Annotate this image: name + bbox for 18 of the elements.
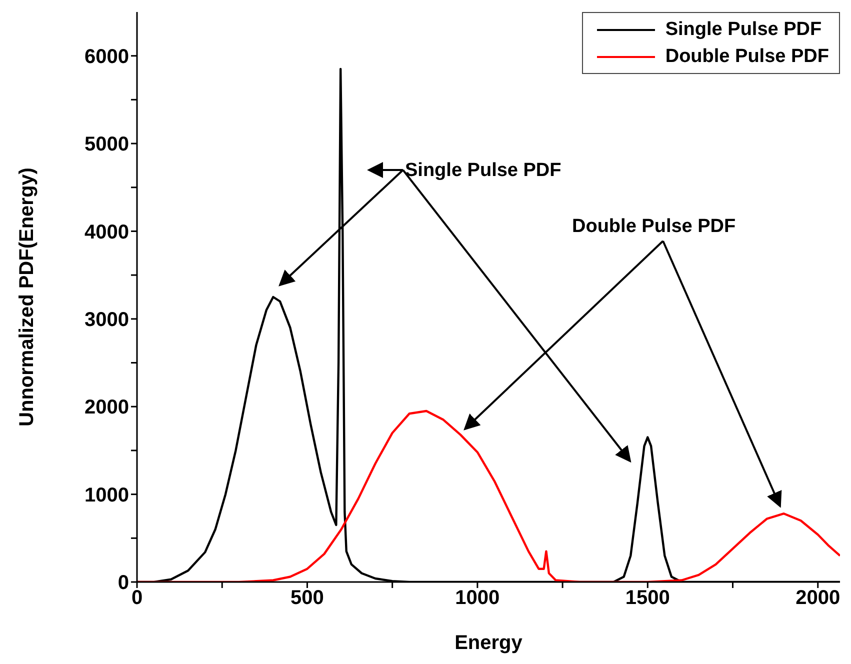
x-tick-label: 500 [290, 587, 324, 610]
x-axis-title: Energy [454, 632, 524, 654]
annotation: Double Pulse PDF [572, 216, 736, 237]
legend-label: Single Pulse PDF [665, 18, 822, 42]
y-tick-label: 2000 [84, 396, 129, 419]
x-tick-label: 1000 [455, 587, 500, 610]
x-tick-label: 1500 [625, 587, 670, 610]
y-tick-label: 4000 [84, 221, 129, 244]
y-tick-label: 6000 [84, 46, 129, 68]
x-tick-label: 2000 [796, 587, 840, 610]
legend-label: Double Pulse PDF [665, 45, 829, 69]
x-tick-label: 0 [131, 587, 143, 610]
y-tick-label: 3000 [84, 309, 129, 332]
annotation: Single Pulse PDF [405, 160, 562, 181]
y-tick-label: 0 [118, 572, 129, 594]
y-tick-label: 5000 [84, 134, 129, 156]
y-tick-label: 1000 [84, 484, 129, 506]
y-axis-title: Unnormalized PDF(Energy) [16, 168, 38, 426]
